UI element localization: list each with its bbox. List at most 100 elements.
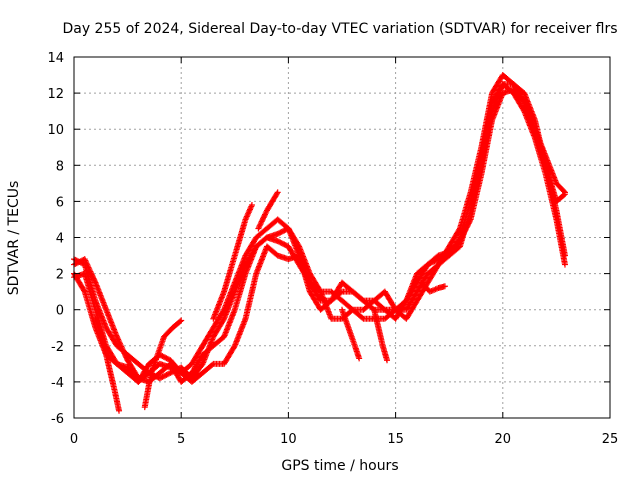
- data-point: [141, 371, 154, 411]
- series-branch-peak-9h: [255, 189, 281, 232]
- series-branch-drop-13h: [339, 306, 363, 362]
- data-point: [231, 217, 249, 259]
- data-point: [553, 207, 568, 257]
- data-point: [231, 263, 248, 295]
- data-point: [521, 90, 538, 122]
- series-branch-peak-8h: [210, 202, 255, 322]
- data-point: [210, 290, 227, 322]
- y-axis-title: SDTVAR / TECUs: [6, 181, 22, 296]
- data-point: [210, 307, 227, 331]
- data-point: [242, 203, 255, 223]
- data-point: [478, 91, 495, 151]
- data-point: [188, 344, 205, 367]
- data-point: [242, 272, 259, 322]
- data-point: [561, 191, 568, 198]
- data-point: [111, 387, 122, 413]
- data-point: [274, 189, 281, 196]
- data-point: [456, 190, 474, 232]
- data-point: [253, 226, 269, 241]
- data-point: [379, 342, 390, 362]
- data-point: [510, 81, 527, 96]
- data-point: [248, 202, 255, 209]
- data-point: [263, 243, 280, 258]
- data-point: [178, 317, 185, 324]
- data-point: [285, 225, 302, 249]
- data-point: [561, 252, 568, 259]
- data-point: [255, 208, 270, 232]
- series-track-4: [71, 86, 568, 385]
- data-point: [242, 244, 259, 277]
- data-point: [81, 256, 98, 285]
- data-point: [306, 288, 323, 312]
- grid: [74, 57, 610, 418]
- data-point: [403, 298, 420, 322]
- data-point: [446, 239, 462, 255]
- data-point: [510, 86, 527, 104]
- data-point: [339, 306, 351, 330]
- data-point: [456, 217, 473, 245]
- data-point: [317, 298, 334, 313]
- y-tick-label: 8: [56, 159, 64, 174]
- series-branch-tail-17h: [418, 279, 448, 295]
- x-tick-label: 15: [387, 432, 404, 447]
- data-point: [441, 283, 448, 290]
- data-point: [384, 357, 391, 364]
- data-point: [81, 270, 98, 312]
- data-point: [263, 190, 280, 214]
- data-point: [221, 290, 238, 322]
- data-point: [135, 362, 152, 385]
- data-point: [169, 318, 184, 331]
- data-point: [531, 126, 549, 167]
- data-point: [339, 279, 355, 294]
- data-point: [392, 298, 409, 322]
- data-point: [478, 118, 495, 178]
- data-point: [446, 244, 462, 259]
- x-tick-label: 25: [602, 432, 619, 447]
- data-point: [156, 370, 173, 382]
- data-point: [296, 252, 313, 294]
- data-point: [371, 306, 382, 330]
- data-point: [231, 253, 248, 286]
- data-point: [221, 344, 238, 367]
- data-point: [231, 317, 248, 349]
- data-point: [553, 180, 567, 195]
- x-axis-title: GPS time / hours: [281, 458, 398, 474]
- data-point: [148, 353, 161, 376]
- y-tick-label: 12: [47, 87, 64, 102]
- data-point: [561, 261, 568, 268]
- x-tick-label: 10: [280, 432, 297, 447]
- series-branch-small-hump: [141, 317, 185, 411]
- x-tick-label: 5: [177, 432, 185, 447]
- data-point: [242, 235, 259, 259]
- data-point: [167, 357, 184, 375]
- series-branch-drop-14h: [371, 306, 391, 364]
- data-point: [161, 325, 175, 340]
- data-point: [253, 235, 269, 250]
- y-tick-label: 2: [56, 268, 64, 283]
- data-point: [424, 253, 441, 268]
- data-point: [92, 279, 109, 312]
- data-point: [306, 270, 323, 294]
- chart-title: Day 255 of 2024, Sidereal Day-to-day VTE…: [62, 21, 617, 37]
- data-point: [381, 288, 398, 312]
- data-point: [467, 172, 484, 223]
- data-points: [71, 72, 568, 414]
- data-point: [210, 317, 227, 340]
- data-point: [489, 91, 506, 124]
- data-point: [116, 407, 123, 414]
- data-point: [199, 343, 216, 358]
- data-point: [92, 315, 105, 339]
- data-point: [356, 355, 363, 362]
- y-tick-label: 4: [56, 232, 64, 247]
- y-tick-label: -4: [51, 376, 64, 391]
- data-point: [188, 353, 205, 376]
- data-point: [253, 244, 270, 277]
- data-point: [221, 281, 238, 313]
- data-point: [296, 243, 313, 276]
- data-point: [499, 72, 516, 87]
- data-point: [360, 297, 376, 312]
- data-point: [199, 361, 216, 376]
- y-tick-label: 14: [47, 51, 64, 66]
